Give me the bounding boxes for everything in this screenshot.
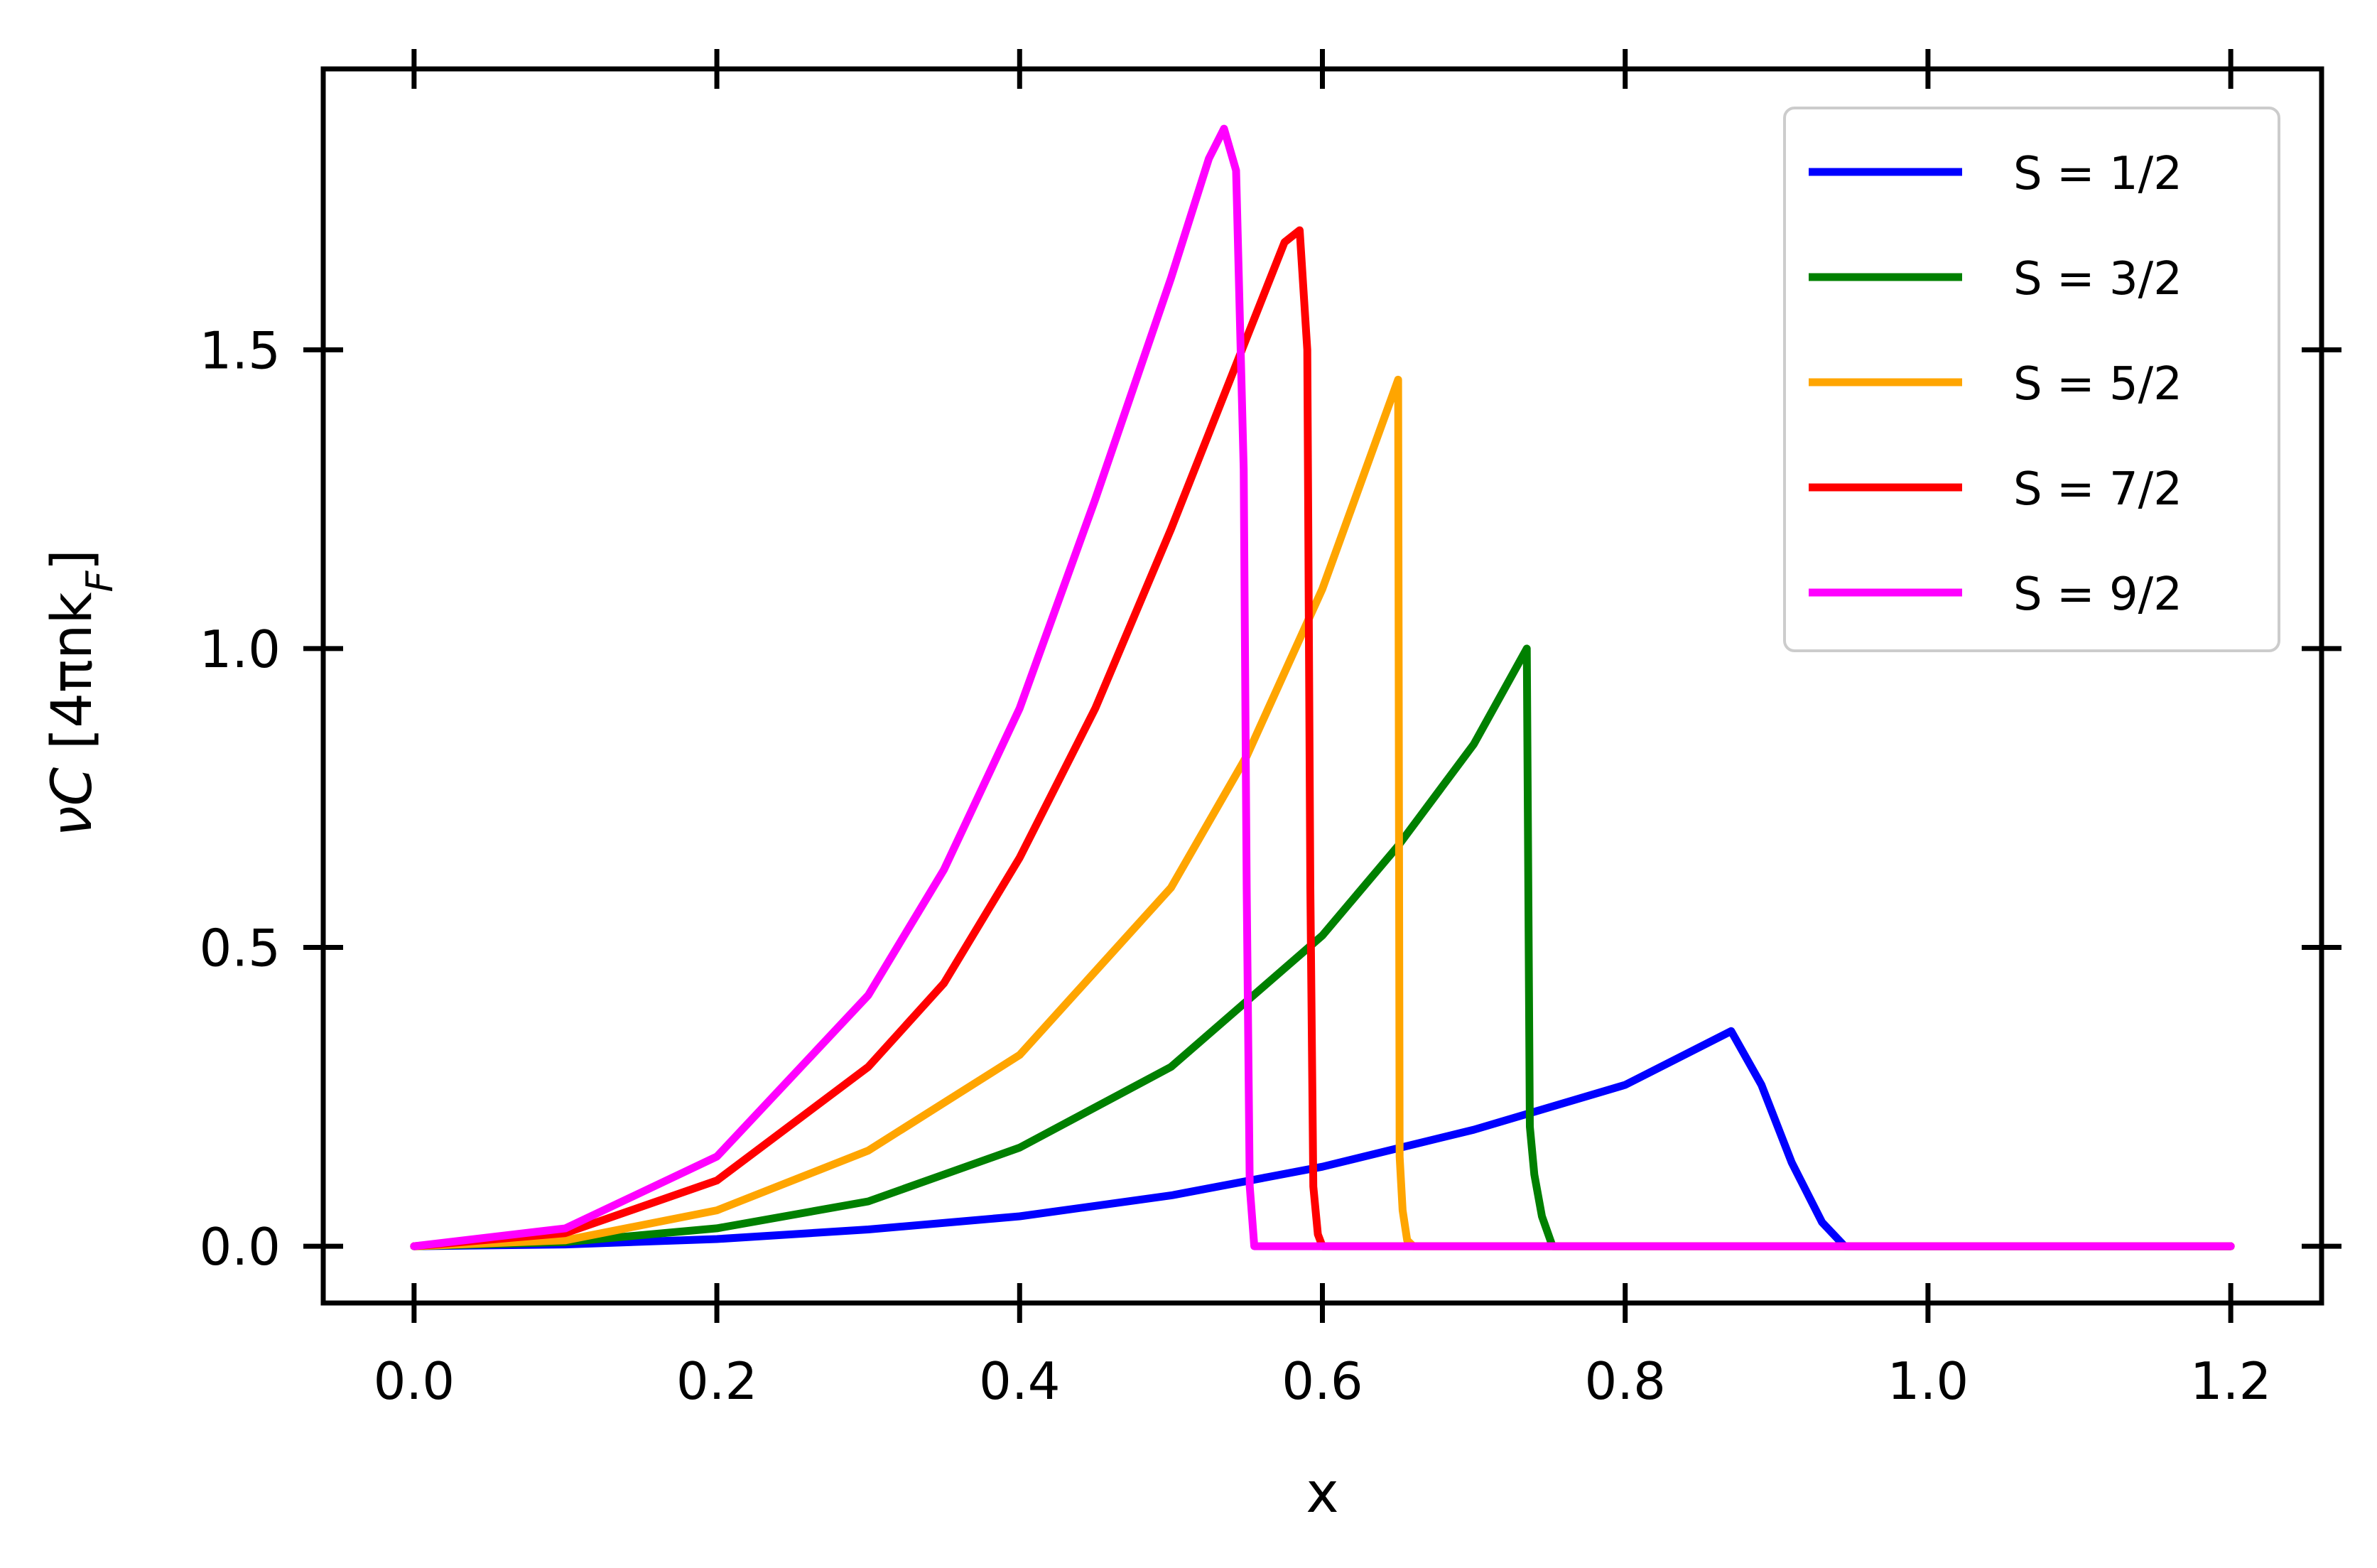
legend-box <box>1783 107 2280 652</box>
x-tick-label: 0.0 <box>374 1351 455 1411</box>
legend-label-1: S = 1/2 <box>2013 148 2182 200</box>
legend: S = 1/2 S = 3/2 S = 5/2 S = 7/2 S = 9/2 <box>1783 107 2280 652</box>
series-line-3 <box>410 375 2235 1250</box>
tick-labels-layer: 0.0 0.2 0.4 0.6 0.8 1.0 1.2 0.0 0.5 1.0 1.5 <box>199 320 2271 1411</box>
legend-label-3: S = 5/2 <box>2013 358 2182 411</box>
series-line-4 <box>410 226 2235 1250</box>
x-tick-label: 0.2 <box>676 1351 758 1411</box>
y-axis-label: νC [4πnkF] <box>40 549 121 837</box>
series-line-5 <box>410 124 2235 1250</box>
x-tick-label: 1.2 <box>2190 1351 2272 1411</box>
legend-entries: S = 1/2 S = 3/2 S = 5/2 S = 7/2 S = 9/2 <box>1809 148 2182 621</box>
ticks-layer <box>303 49 2341 1323</box>
y-tick-label: 1.5 <box>199 320 281 380</box>
x-tick-label: 1.0 <box>1888 1351 1969 1411</box>
x-tick-label: 0.8 <box>1584 1351 1666 1411</box>
y-tick-label: 0.0 <box>199 1217 281 1277</box>
x-tick-label: 0.6 <box>1282 1351 1363 1411</box>
legend-label-4: S = 7/2 <box>2013 463 2182 516</box>
x-tick-label: 0.4 <box>979 1351 1061 1411</box>
series-layer <box>410 124 2235 1250</box>
legend-label-5: S = 9/2 <box>2013 568 2182 621</box>
legend-label-2: S = 3/2 <box>2013 253 2182 306</box>
y-tick-label: 0.5 <box>199 919 281 978</box>
x-axis-label: x <box>1306 1461 1338 1525</box>
y-tick-label: 1.0 <box>199 620 281 679</box>
series-line-1 <box>410 1027 2235 1250</box>
